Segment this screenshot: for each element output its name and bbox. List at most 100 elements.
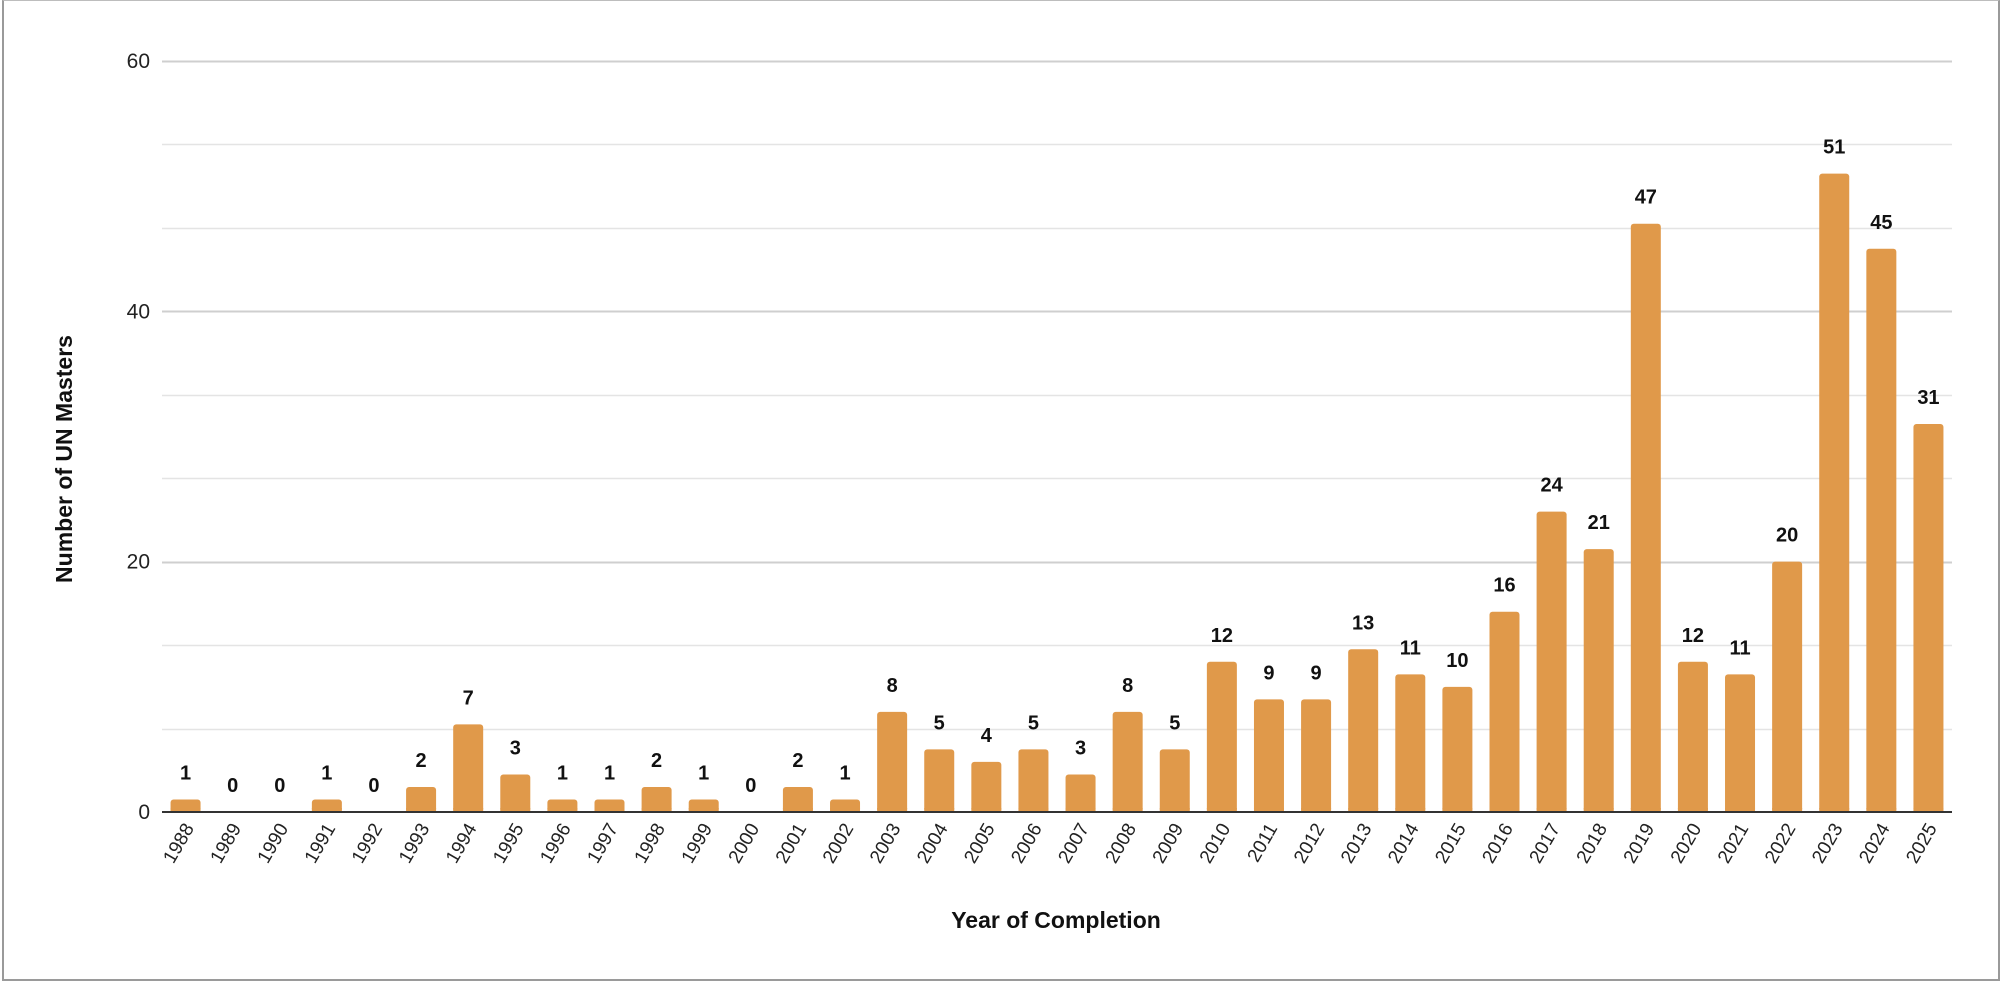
x-tick-label: 1991 (301, 820, 340, 867)
data-label: 1 (604, 762, 615, 784)
data-label: 0 (368, 775, 379, 797)
bar-base (1018, 808, 1049, 812)
bar (1206, 661, 1237, 812)
x-tick-label: 1989 (207, 820, 246, 867)
data-label: 47 (1635, 187, 1657, 209)
bar (453, 724, 484, 812)
y-tick-label: 60 (127, 50, 150, 73)
x-tick-label: 1994 (442, 820, 482, 867)
bar (1630, 223, 1661, 812)
x-tick-label: 1995 (489, 820, 528, 867)
y-tick-label: 0 (138, 801, 150, 824)
bar (1395, 674, 1426, 812)
bar (1725, 674, 1756, 812)
x-tick-label: 2023 (1808, 820, 1847, 867)
bar (1536, 511, 1567, 812)
x-tick-label: 2024 (1855, 820, 1895, 867)
bar-base (1442, 808, 1473, 812)
data-label: 11 (1729, 637, 1750, 659)
bar-base (1065, 808, 1096, 812)
bar-base (1395, 808, 1426, 812)
bar (1913, 423, 1944, 812)
y-axis-ticks: 0 20 40 60 (127, 50, 150, 824)
data-label: 8 (887, 675, 898, 697)
bar-base (547, 808, 578, 812)
data-label: 1 (557, 762, 568, 784)
x-tick-label: 2020 (1667, 820, 1706, 867)
data-label: 31 (1917, 387, 1939, 409)
x-tick-label: 2010 (1196, 820, 1235, 867)
y-tick-label: 20 (127, 551, 150, 574)
x-tick-label: 2003 (866, 820, 905, 867)
data-label: 3 (510, 737, 521, 759)
x-tick-label: 1997 (584, 820, 623, 867)
x-tick-label: 2022 (1761, 820, 1800, 867)
bar (1489, 611, 1520, 812)
data-label: 21 (1588, 512, 1610, 534)
x-tick-label: 2018 (1573, 820, 1612, 867)
bar-base (1772, 808, 1803, 812)
bar (1583, 549, 1614, 812)
bar-base (406, 808, 437, 812)
x-tick-label: 2000 (725, 820, 764, 867)
data-label: 2 (792, 750, 803, 772)
bar-base (1112, 808, 1143, 812)
bar-base (1913, 808, 1944, 812)
data-label: 11 (1400, 637, 1421, 659)
x-tick-label: 2004 (913, 820, 953, 867)
x-tick-label: 2015 (1431, 820, 1470, 867)
data-label: 0 (227, 775, 238, 797)
bar (971, 761, 1002, 812)
data-label: 24 (1540, 475, 1563, 497)
data-label: 7 (463, 687, 474, 709)
data-label: 2 (651, 750, 662, 772)
x-tick-label: 2001 (772, 820, 811, 867)
bar (1866, 248, 1897, 812)
bar (1442, 686, 1473, 812)
bar (1772, 561, 1803, 812)
bar (924, 749, 955, 812)
x-tick-label: 2006 (1007, 820, 1046, 867)
data-label: 9 (1311, 662, 1322, 684)
data-label: 16 (1493, 575, 1515, 597)
data-label: 5 (1169, 712, 1180, 734)
bar (1301, 699, 1332, 812)
bar-base (641, 808, 672, 812)
x-tick-label: 1999 (678, 820, 717, 867)
bar (1159, 749, 1190, 812)
data-label: 13 (1352, 612, 1374, 634)
x-tick-label: 2008 (1102, 820, 1141, 867)
bar (1018, 749, 1049, 812)
x-tick-label: 2014 (1384, 820, 1424, 867)
data-label: 5 (934, 712, 945, 734)
bar-base (170, 808, 201, 812)
x-tick-label: 2013 (1337, 820, 1376, 867)
bar-base (1348, 808, 1379, 812)
data-label: 20 (1776, 525, 1798, 547)
data-label: 0 (274, 775, 285, 797)
data-label: 8 (1122, 675, 1133, 697)
data-label: 2 (416, 750, 427, 772)
y-tick-label: 40 (127, 300, 150, 323)
y-axis-title: Number of UN Masters (51, 335, 77, 583)
data-label: 5 (1028, 712, 1039, 734)
data-label: 12 (1211, 625, 1233, 647)
bar-base (1630, 808, 1661, 812)
x-tick-label: 2017 (1526, 820, 1565, 867)
x-tick-label: 1992 (348, 820, 387, 867)
data-label: 0 (745, 775, 756, 797)
data-label: 1 (698, 762, 709, 784)
bar (1677, 661, 1708, 812)
bar-base (877, 808, 908, 812)
bar (406, 786, 437, 812)
bar (782, 786, 813, 812)
data-label: 3 (1075, 737, 1086, 759)
bar-base (688, 808, 719, 812)
bar (641, 786, 672, 812)
x-tick-label: 1993 (395, 820, 434, 867)
bar-base (782, 808, 813, 812)
x-tick-label: 1996 (536, 820, 575, 867)
bar-base (1489, 808, 1520, 812)
x-tick-label: 2025 (1902, 820, 1941, 867)
x-tick-label: 2011 (1244, 820, 1283, 866)
